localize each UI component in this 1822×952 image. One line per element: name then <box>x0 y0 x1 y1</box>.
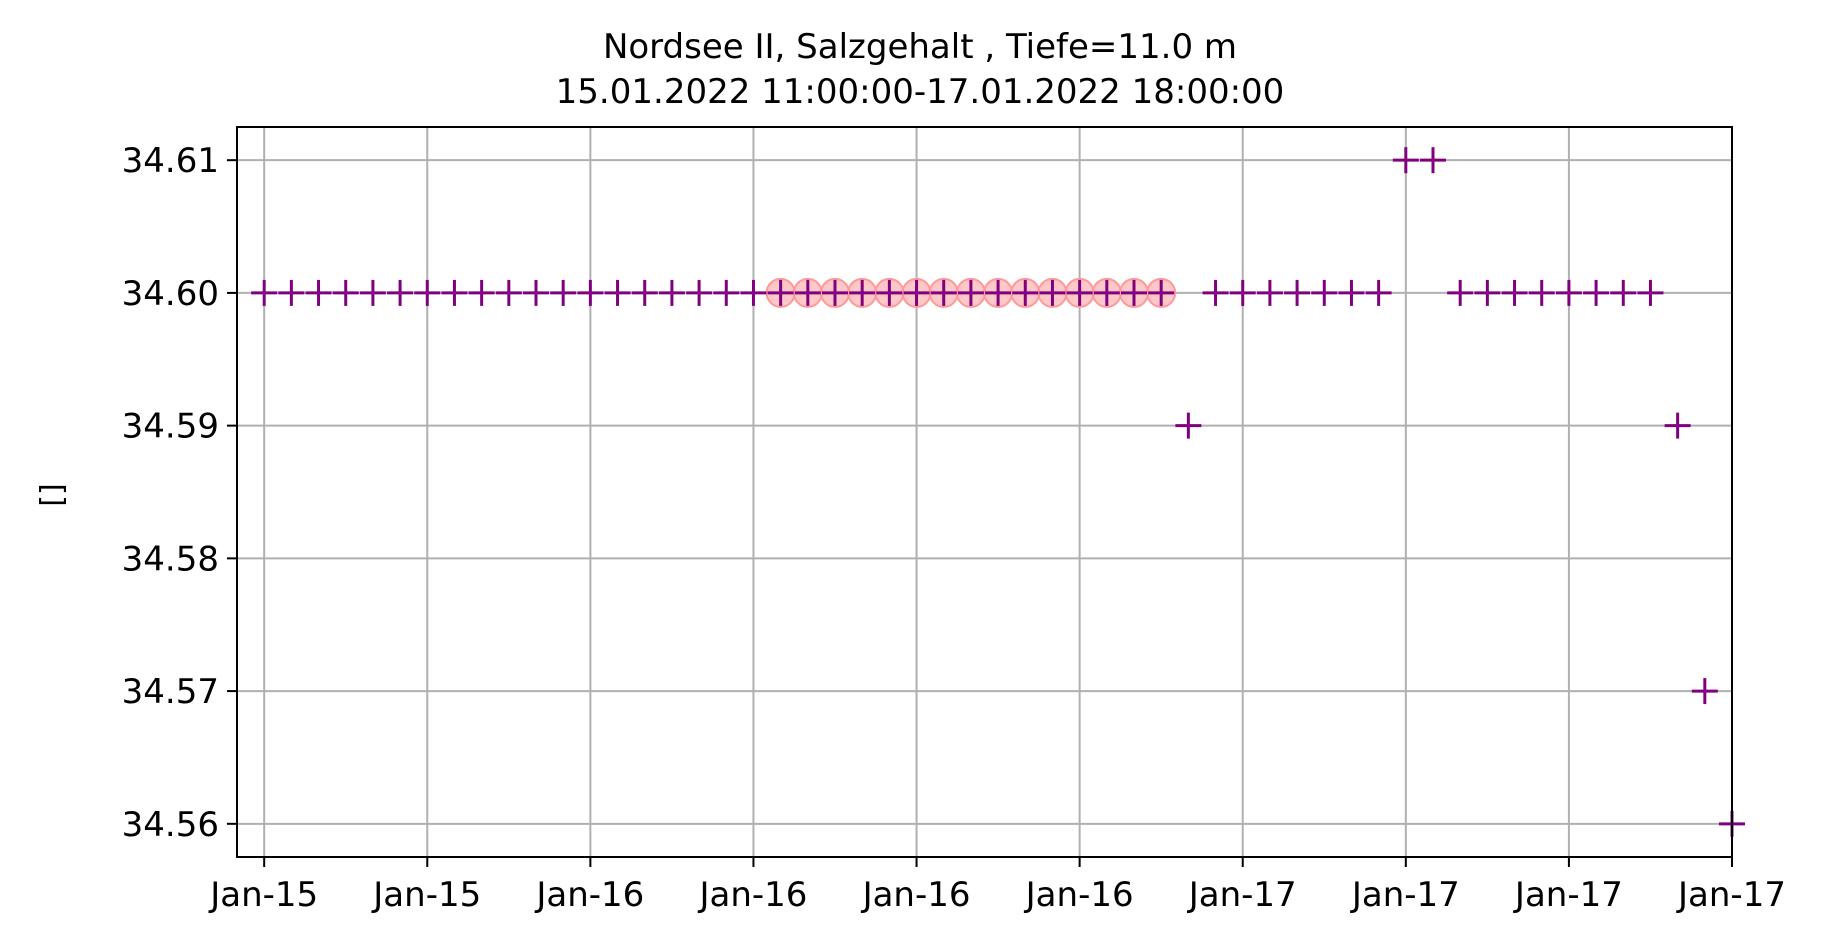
plus-marker <box>1474 279 1501 306</box>
plus-marker <box>387 279 414 306</box>
plot-frame <box>236 126 1733 858</box>
plus-marker <box>903 279 930 306</box>
x-tick-label: Jan-16 <box>1024 875 1134 915</box>
chart-title: Nordsee II, Salzgehalt , Tiefe=11.0 m <box>603 27 1237 67</box>
y-tick-label: 34.56 <box>122 805 219 845</box>
x-tick-label: Jan-17 <box>1350 875 1460 915</box>
x-tick-label: Jan-16 <box>861 875 971 915</box>
plus-marker <box>713 279 740 306</box>
circle-markers <box>765 277 1177 308</box>
x-tick-label: Jan-15 <box>371 875 481 915</box>
y-tick-label: 34.60 <box>122 274 219 314</box>
plus-marker <box>985 279 1012 306</box>
plus-marker <box>1583 279 1610 306</box>
plus-marker <box>604 279 631 306</box>
plus-marker <box>1256 279 1283 306</box>
plus-marker <box>631 279 658 306</box>
plus-marker <box>740 279 767 306</box>
plus-marker <box>1691 678 1718 705</box>
plus-marker <box>794 279 821 306</box>
x-tick-label: Jan-17 <box>1676 875 1786 915</box>
x-tick-label: Jan-16 <box>534 875 644 915</box>
plus-marker <box>930 279 957 306</box>
plus-marker <box>876 279 903 306</box>
plus-marker <box>658 279 685 306</box>
x-tick-label: Jan-17 <box>1187 875 1297 915</box>
plus-marker <box>495 279 522 306</box>
plus-marker <box>1066 279 1093 306</box>
y-tick-label: 34.61 <box>122 141 219 181</box>
plus-marker <box>767 279 794 306</box>
plus-marker <box>1555 279 1582 306</box>
y-tick-label: 34.58 <box>122 539 219 579</box>
x-tick-label: Jan-16 <box>697 875 807 915</box>
plus-marker <box>1610 279 1637 306</box>
plus-marker <box>1664 412 1691 439</box>
plus-marker <box>1148 279 1175 306</box>
plus-marker <box>1093 279 1120 306</box>
plus-marker <box>550 279 577 306</box>
plus-marker <box>1175 412 1202 439</box>
plus-marker <box>1121 279 1147 306</box>
plus-markers <box>251 147 1745 837</box>
plus-marker <box>822 279 848 306</box>
chart-subtitle: 15.01.2022 11:00:00-17.01.2022 18:00:00 <box>556 72 1285 112</box>
plus-marker <box>1447 279 1474 306</box>
plus-marker <box>468 279 495 306</box>
x-ticks: Jan-15 Jan-15 Jan-16 Jan-16 Jan-16 Jan-16 Jan-… <box>208 857 1786 915</box>
plus-marker <box>441 279 468 306</box>
plus-marker <box>278 279 305 306</box>
y-tick-label: 34.59 <box>122 407 219 447</box>
plus-marker <box>1229 279 1256 306</box>
x-tick-label: Jan-15 <box>208 875 318 915</box>
plus-marker <box>251 279 278 306</box>
plus-marker <box>1311 279 1338 306</box>
plus-marker <box>1501 279 1528 306</box>
y-axis-label: [] <box>35 483 70 506</box>
plus-marker <box>332 279 359 306</box>
plus-marker <box>1528 279 1555 306</box>
plus-marker <box>1284 279 1311 306</box>
plus-marker <box>1637 279 1664 306</box>
x-tick-label: Jan-17 <box>1513 875 1623 915</box>
plus-marker <box>1365 279 1392 306</box>
y-ticks: 34.56 34.57 34.58 34.59 34.60 34.61 <box>122 141 237 845</box>
plus-marker <box>1420 147 1446 174</box>
plus-marker <box>414 279 441 306</box>
grid <box>237 127 1733 857</box>
plus-marker <box>1338 279 1365 306</box>
y-tick-label: 34.57 <box>122 672 219 712</box>
plus-marker <box>957 279 984 306</box>
plus-marker <box>1012 279 1039 306</box>
plus-marker <box>1202 279 1229 306</box>
plus-marker <box>1392 147 1419 174</box>
plus-marker <box>849 279 876 306</box>
plus-marker <box>686 279 713 306</box>
plus-marker <box>359 279 386 306</box>
plus-marker <box>577 279 604 306</box>
plus-marker <box>1039 279 1066 306</box>
plus-marker <box>523 279 549 306</box>
plus-marker <box>305 279 332 306</box>
